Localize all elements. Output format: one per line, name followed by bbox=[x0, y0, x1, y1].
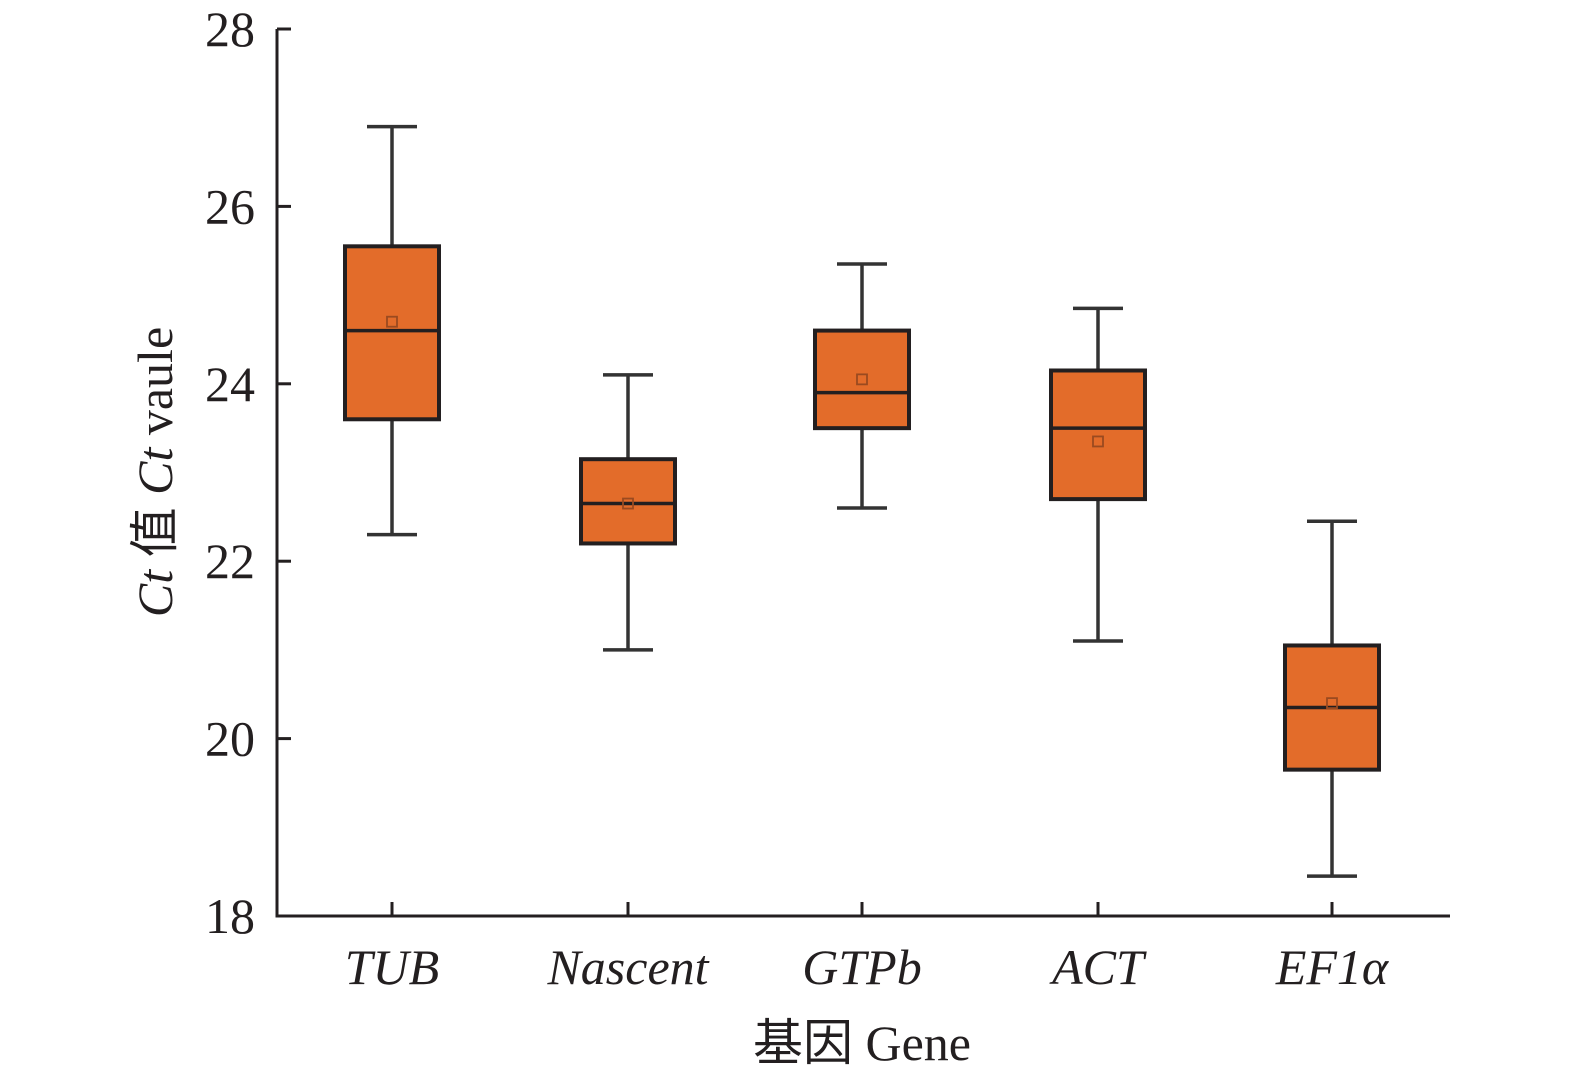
box-tub bbox=[343, 124, 441, 537]
mean-marker bbox=[622, 497, 634, 510]
x-tick-label: ACT bbox=[1049, 939, 1147, 995]
x-tick-label: TUB bbox=[345, 939, 439, 995]
y-ticks: 18 20 22 24 26 28 bbox=[205, 1, 291, 944]
x-axis-title-en: Gene bbox=[866, 1015, 972, 1071]
mean-marker bbox=[386, 315, 398, 328]
iqr-box bbox=[1049, 368, 1147, 502]
y-tick-label: 24 bbox=[205, 356, 255, 412]
y-axis-title-en: vaule bbox=[127, 327, 183, 435]
y-tick-label: 28 bbox=[205, 1, 255, 57]
y-axis-title-ct2: Ct bbox=[127, 447, 183, 495]
x-axis-title: 基因 Gene bbox=[753, 1015, 971, 1071]
x-ticks: TUB Nascent GTPb ACT EF1α bbox=[345, 902, 1390, 995]
mean-marker bbox=[1326, 697, 1338, 710]
iqr-box bbox=[813, 328, 911, 431]
iqr-box bbox=[343, 244, 441, 422]
y-tick-label: 26 bbox=[205, 178, 255, 234]
y-tick-label: 20 bbox=[205, 711, 255, 767]
y-tick-label: 22 bbox=[205, 533, 255, 589]
box-nascent bbox=[579, 373, 677, 652]
x-tick-label: GTPb bbox=[802, 939, 921, 995]
mean-marker bbox=[1092, 435, 1104, 448]
boxes bbox=[343, 124, 1381, 878]
y-tick-label: 18 bbox=[205, 888, 255, 944]
box-act bbox=[1049, 306, 1147, 643]
iqr-box bbox=[579, 457, 677, 546]
y-axis-title: Ct 值 Ct vaule bbox=[127, 327, 183, 617]
y-axis-title-cn: 值 bbox=[127, 507, 183, 557]
mean-marker bbox=[856, 373, 868, 386]
box-ef1α bbox=[1283, 519, 1381, 878]
x-tick-label: EF1α bbox=[1275, 939, 1390, 995]
box-gtpb bbox=[813, 262, 911, 510]
y-axis-title-ct1: Ct bbox=[127, 569, 183, 617]
x-tick-label: Nascent bbox=[546, 939, 709, 995]
x-axis-title-cn: 基因 bbox=[753, 1015, 853, 1071]
